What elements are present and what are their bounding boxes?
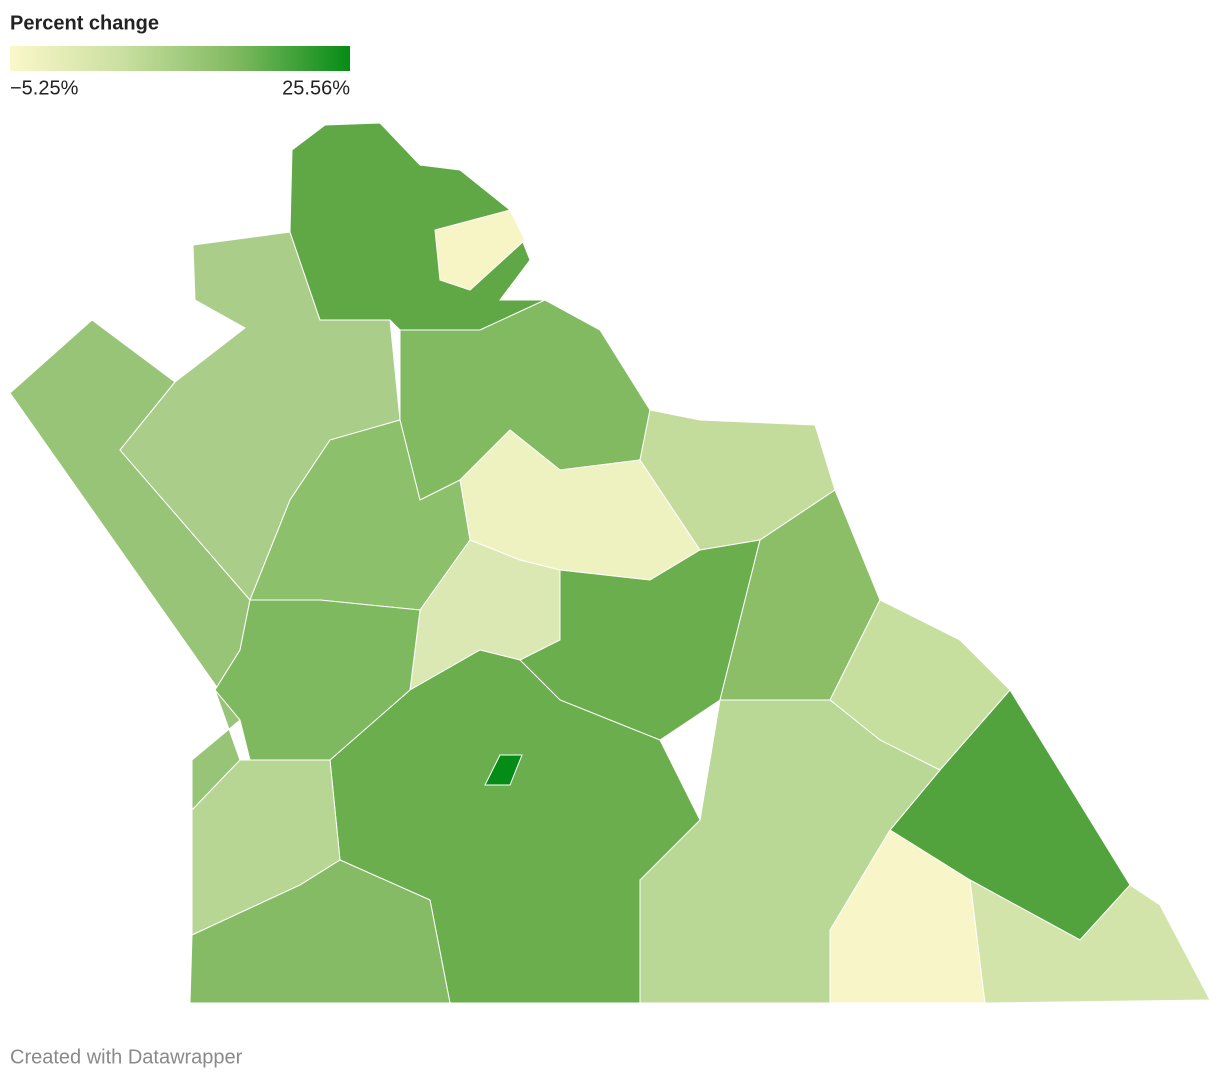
legend-min: −5.25% [10,77,79,99]
region [484,754,523,786]
legend-title: Percent change [10,12,159,34]
legend-max: 25.56% [282,77,350,99]
region [969,879,1211,1004]
map [9,122,1211,1004]
footer: Created with Datawrapper [10,1046,243,1068]
region [434,209,526,291]
legend-bar [10,46,350,71]
region [189,859,451,1004]
